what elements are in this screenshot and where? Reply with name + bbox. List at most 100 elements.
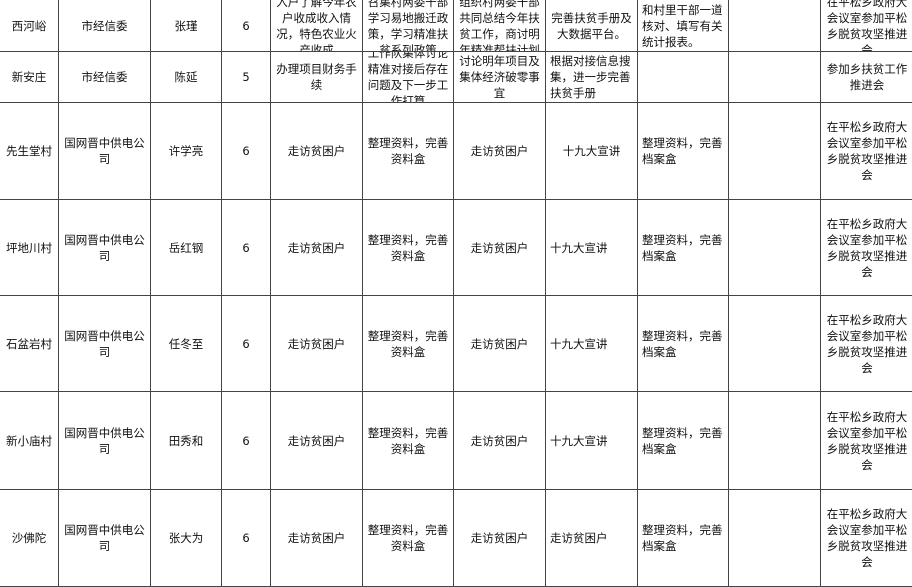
day5-text: 和村里干部一道核对、填写有关统计报表。 (642, 2, 724, 50)
village-text: 坪地川村 (6, 240, 52, 256)
day1-text: 办理项目财务手续 (275, 61, 358, 93)
day6-cell (729, 392, 821, 490)
days-text: 6 (242, 530, 249, 546)
table-row: 坪地川村国网晋中供电公司岳红钢 6 走访贫困户 整理资料，完善资料盒 走访贫困户 十九大宣… (0, 200, 912, 296)
day5-cell: 和村里干部一道核对、填写有关统计报表。 (638, 0, 729, 52)
village-cell: 新安庄 (0, 52, 59, 103)
person-text: 张瑾 (175, 18, 198, 34)
day2-cell: 整理资料，完善资料盒 (363, 200, 454, 296)
village-cell: 坪地川村 (0, 200, 59, 296)
day2-text: 整理资料，完善资料盒 (367, 135, 449, 167)
day7-text: 参加乡扶贫工作推进会 (825, 61, 909, 93)
person-cell: 张瑾 (151, 0, 222, 52)
person-cell: 田秀和 (151, 392, 222, 490)
day3-text: 走访贫困户 (471, 240, 529, 256)
day5-cell: 整理资料，完善档案盒 (638, 103, 729, 200)
village-text: 沙佛陀 (12, 530, 47, 546)
days-text: 6 (242, 18, 249, 34)
unit-text: 市经信委 (82, 69, 128, 85)
person-cell: 张大为 (151, 490, 222, 587)
day5-cell: 整理资料，完善档案盒 (638, 392, 729, 490)
days-text: 6 (242, 336, 249, 352)
day7-cell: 在平松乡政府大会议室参加平松乡脱贫攻坚推进会 (821, 490, 912, 587)
unit-cell: 国网晋中供电公司 (59, 392, 151, 490)
person-text: 田秀和 (169, 433, 204, 449)
day2-cell: 召集村两委干部学习易地搬迁政策，学习精准扶贫系列政策 (363, 0, 454, 52)
day2-text: 整理资料，完善资料盒 (367, 425, 449, 457)
day7-text: 在平松乡政府大会议室参加平松乡脱贫攻坚推进会 (825, 0, 909, 51)
village-cell: 沙佛陀 (0, 490, 59, 587)
day7-text: 在平松乡政府大会议室参加平松乡脱贫攻坚推进会 (825, 506, 909, 570)
day3-cell: 组织村两委干部共同总结今年扶贫工作，商讨明年精准帮扶计划 (454, 0, 546, 52)
days-cell: 5 (222, 52, 271, 103)
village-text: 新小庙村 (6, 433, 52, 449)
day4-cell: 走访贫困户 (546, 490, 638, 587)
day5-text: 整理资料，完善档案盒 (642, 425, 724, 457)
unit-cell: 国网晋中供电公司 (59, 103, 151, 200)
day4-cell: 根据对接信息搜集，进一步完善扶贫手册 (546, 52, 638, 103)
day1-text: 走访贫困户 (288, 240, 346, 256)
day2-cell: 工作队集体讨论精准对接后存在问题及下一步工作打算 (363, 52, 454, 103)
unit-cell: 国网晋中供电公司 (59, 296, 151, 392)
day3-text: 走访贫困户 (471, 530, 529, 546)
day4-text: 十九大宣讲 (550, 433, 608, 449)
table-row: 新安庄 市经信委 陈延 5 办理项目财务手续工作队集体讨论精准对接后存在问题及下一步工作… (0, 52, 912, 103)
person-text: 陈延 (175, 69, 198, 85)
day6-cell (729, 103, 821, 200)
day4-text: 十九大宣讲 (550, 336, 608, 352)
day4-text: 走访贫困户 (550, 530, 608, 546)
days-cell: 6 (222, 103, 271, 200)
unit-cell: 国网晋中供电公司 (59, 200, 151, 296)
day5-text: 整理资料，完善档案盒 (642, 328, 724, 360)
unit-text: 国网晋中供电公司 (63, 135, 146, 167)
day6-cell (729, 490, 821, 587)
days-text: 6 (242, 240, 249, 256)
day5-cell: 整理资料，完善档案盒 (638, 200, 729, 296)
day4-cell: 十九大宣讲 (546, 296, 638, 392)
day3-cell: 走访贫困户 (454, 490, 546, 587)
days-text: 6 (242, 433, 249, 449)
day6-cell (729, 200, 821, 296)
person-cell: 任冬至 (151, 296, 222, 392)
days-cell: 6 (222, 490, 271, 587)
days-cell: 6 (222, 296, 271, 392)
day6-cell (729, 296, 821, 392)
day7-cell: 在平松乡政府大会议室参加平松乡脱贫攻坚推进会 (821, 392, 912, 490)
village-cell: 西河峪 (0, 0, 59, 52)
day3-cell: 走访贫困户 (454, 296, 546, 392)
day4-cell: 十九大宣讲 (546, 392, 638, 490)
person-text: 任冬至 (169, 336, 204, 352)
day1-cell: 走访贫困户 (271, 103, 363, 200)
day2-text: 整理资料，完善资料盒 (367, 328, 449, 360)
day3-text: 走访贫困户 (471, 433, 529, 449)
day2-text: 整理资料，完善资料盒 (367, 232, 449, 264)
day4-cell: 完善扶贫手册及大数据平台。 (546, 0, 638, 52)
day3-cell: 走访贫困户 (454, 392, 546, 490)
unit-cell: 国网晋中供电公司 (59, 490, 151, 587)
person-cell: 岳红钢 (151, 200, 222, 296)
village-cell: 先生堂村 (0, 103, 59, 200)
day2-text: 召集村两委干部学习易地搬迁政策，学习精准扶贫系列政策 (367, 0, 449, 51)
day4-cell: 十九大宣讲 (546, 200, 638, 296)
day1-cell: 走访贫困户 (271, 200, 363, 296)
village-cell: 新小庙村 (0, 392, 59, 490)
day1-text: 走访贫困户 (288, 143, 346, 159)
day7-cell: 在平松乡政府大会议室参加平松乡脱贫攻坚推进会 (821, 296, 912, 392)
village-text: 新安庄 (12, 69, 47, 85)
days-cell: 6 (222, 0, 271, 52)
day3-cell: 走访贫困户 (454, 200, 546, 296)
village-cell: 石盆岩村 (0, 296, 59, 392)
day3-cell: 走访贫困户 (454, 103, 546, 200)
day5-cell: 整理资料，完善档案盒 (638, 296, 729, 392)
unit-text: 市经信委 (82, 18, 128, 34)
days-text: 5 (242, 69, 249, 85)
day3-text: 组织村两委干部共同总结今年扶贫工作，商讨明年精准帮扶计划 (458, 0, 541, 51)
unit-text: 国网晋中供电公司 (63, 328, 146, 360)
day5-cell: 整理资料，完善档案盒 (638, 490, 729, 587)
day7-cell: 在平松乡政府大会议室参加平松乡脱贫攻坚推进会 (821, 103, 912, 200)
day4-text: 十九大宣讲 (563, 143, 621, 159)
day1-cell: 办理项目财务手续 (271, 52, 363, 103)
